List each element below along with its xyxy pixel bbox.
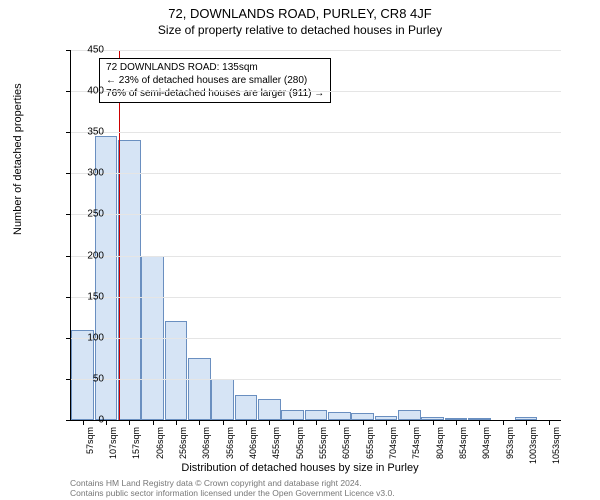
x-tick [106,420,107,425]
footer-attribution: Contains HM Land Registry data © Crown c… [70,478,395,498]
x-tick-label: 904sqm [481,427,491,467]
bar [211,379,234,420]
x-tick [246,420,247,425]
y-tick-label: 350 [74,127,104,138]
gridline [71,173,561,174]
x-tick [456,420,457,425]
y-tick [66,91,71,92]
x-tick-label: 505sqm [295,427,305,467]
chart-container: 72, DOWNLANDS ROAD, PURLEY, CR8 4JF Size… [0,0,600,500]
x-tick [269,420,270,425]
x-tick [339,420,340,425]
x-tick [223,420,224,425]
y-tick [66,297,71,298]
x-tick [176,420,177,425]
y-tick [66,214,71,215]
y-tick-label: 450 [74,45,104,56]
gridline [71,214,561,215]
bar [305,410,328,420]
x-tick [386,420,387,425]
bar [281,410,304,420]
x-tick-label: 953sqm [505,427,515,467]
x-tick-label: 605sqm [341,427,351,467]
x-tick-label: 1053sqm [551,427,561,467]
x-tick [549,420,550,425]
y-tick-label: 100 [74,332,104,343]
x-tick-label: 804sqm [435,427,445,467]
y-tick [66,256,71,257]
plot-area: 72 DOWNLANDS ROAD: 135sqm ← 23% of detac… [70,50,561,421]
bar [235,395,258,420]
annotation-line: ← 23% of detached houses are smaller (28… [106,74,324,87]
y-tick-label: 0 [74,415,104,426]
y-tick [66,132,71,133]
gridline [71,132,561,133]
x-tick-label: 1003sqm [528,427,538,467]
x-tick [526,420,527,425]
x-tick-label: 455sqm [271,427,281,467]
footer-line: Contains HM Land Registry data © Crown c… [70,478,395,488]
x-tick-label: 107sqm [108,427,118,467]
x-tick-label: 256sqm [178,427,188,467]
gridline [71,338,561,339]
x-tick [199,420,200,425]
annotation-line: 72 DOWNLANDS ROAD: 135sqm [106,61,324,74]
y-tick [66,379,71,380]
y-tick [66,173,71,174]
x-tick-label: 854sqm [458,427,468,467]
y-tick-label: 250 [74,209,104,220]
y-tick-label: 300 [74,168,104,179]
chart-subtitle: Size of property relative to detached ho… [0,21,600,37]
y-tick [66,50,71,51]
y-tick-label: 150 [74,291,104,302]
x-tick [129,420,130,425]
bars-layer [71,50,561,420]
y-tick [66,338,71,339]
x-tick [409,420,410,425]
x-tick [316,420,317,425]
x-tick [479,420,480,425]
y-axis-label: Number of detached properties [12,83,24,235]
bar [258,399,281,420]
gridline [71,50,561,51]
gridline [71,256,561,257]
x-tick [363,420,364,425]
x-tick [503,420,504,425]
annotation-line: 76% of semi-detached houses are larger (… [106,87,324,100]
bar [328,412,351,420]
x-tick-label: 555sqm [318,427,328,467]
gridline [71,297,561,298]
annotation-box: 72 DOWNLANDS ROAD: 135sqm ← 23% of detac… [99,58,331,103]
reference-marker [119,50,120,420]
x-tick [293,420,294,425]
bar [165,321,188,420]
y-tick-label: 50 [74,373,104,384]
gridline [71,379,561,380]
x-tick-label: 704sqm [388,427,398,467]
x-tick-label: 356sqm [225,427,235,467]
x-tick-label: 57sqm [85,427,95,467]
x-tick [433,420,434,425]
gridline [71,91,561,92]
x-tick [153,420,154,425]
x-tick-label: 406sqm [248,427,258,467]
x-tick-label: 655sqm [365,427,375,467]
x-tick-label: 306sqm [201,427,211,467]
y-tick [66,420,71,421]
bar [188,358,211,420]
y-tick-label: 200 [74,250,104,261]
footer-line: Contains public sector information licen… [70,488,395,498]
x-tick-label: 157sqm [131,427,141,467]
y-tick-label: 400 [74,86,104,97]
chart-title: 72, DOWNLANDS ROAD, PURLEY, CR8 4JF [0,0,600,21]
x-tick-label: 754sqm [411,427,421,467]
x-tick-label: 206sqm [155,427,165,467]
bar [398,410,421,420]
